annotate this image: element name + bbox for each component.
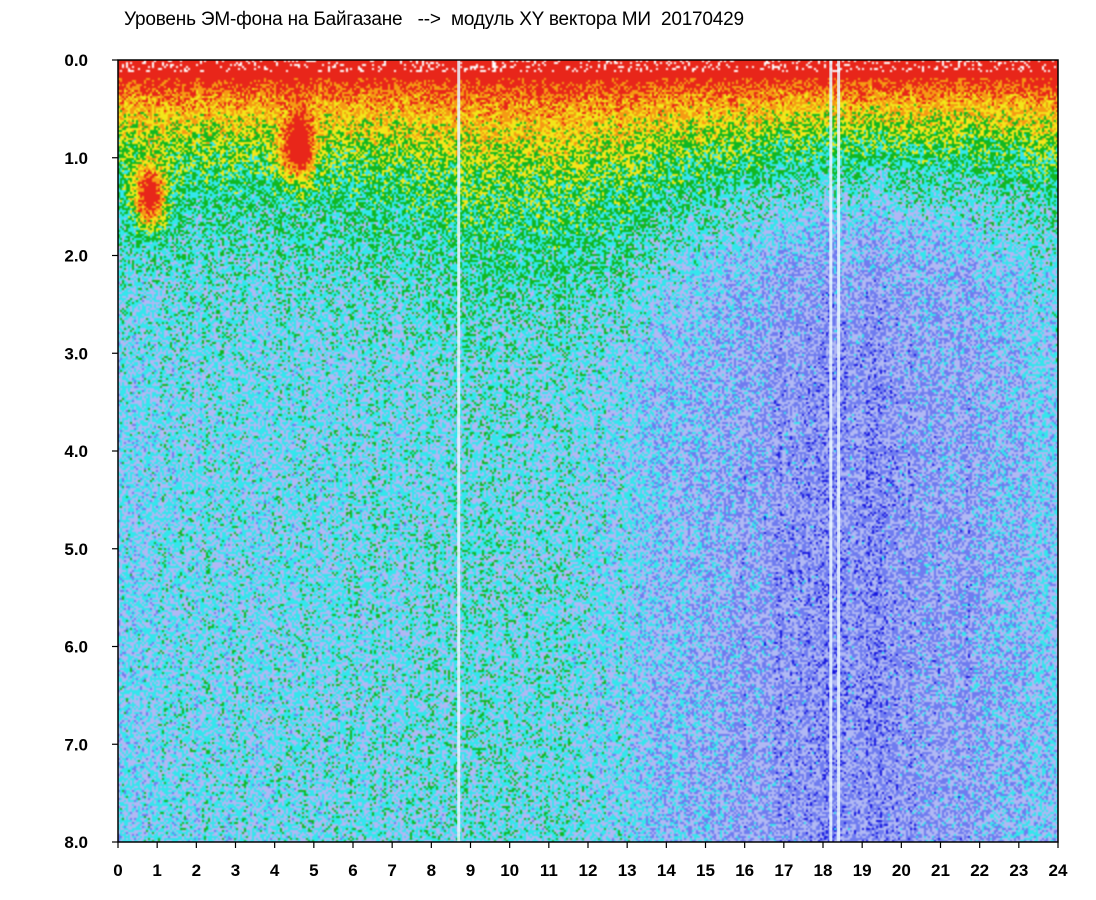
x-tick-label: 14 [657, 861, 676, 880]
data-gap-streak [829, 60, 833, 842]
x-tick-label: 17 [774, 861, 793, 880]
y-tick-label: 4.0 [64, 442, 88, 461]
y-axis: 0.0 1.0 2.0 3.0 4.0 5.0 6.0 7.0 8.0 [64, 51, 118, 852]
x-tick-label: 23 [1009, 861, 1028, 880]
data-gap-streak [457, 60, 461, 842]
x-tick-label: 5 [309, 861, 318, 880]
x-tick-label: 18 [814, 861, 833, 880]
x-tick-label: 2 [192, 861, 201, 880]
x-tick-label: 10 [500, 861, 519, 880]
y-tick-label: 5.0 [64, 540, 88, 559]
x-tick-label: 19 [853, 861, 872, 880]
y-tick-label: 1.0 [64, 149, 88, 168]
x-axis: 0 1 2 3 4 5 6 7 8 9 10 11 12 13 14 15 16 17 18 19 20 21 22 23 24 [113, 842, 1068, 880]
x-tick-label: 24 [1049, 861, 1068, 880]
y-tick-label: 8.0 [64, 833, 88, 852]
gap-layer [457, 60, 841, 842]
x-tick-label: 22 [970, 861, 989, 880]
x-tick-label: 20 [892, 861, 911, 880]
data-gap-streak [837, 60, 841, 842]
y-tick-label: 2.0 [64, 247, 88, 266]
y-tick-label: 6.0 [64, 638, 88, 657]
x-tick-label: 7 [387, 861, 396, 880]
y-tick-label: 3.0 [64, 344, 88, 363]
x-tick-label: 12 [579, 861, 598, 880]
x-tick-label: 9 [466, 861, 475, 880]
x-tick-label: 15 [696, 861, 715, 880]
x-tick-label: 8 [427, 861, 436, 880]
x-tick-label: 0 [113, 861, 122, 880]
x-tick-label: 6 [348, 861, 357, 880]
x-tick-label: 11 [540, 861, 558, 880]
x-tick-label: 3 [231, 861, 240, 880]
x-tick-label: 1 [152, 861, 161, 880]
x-tick-label: 4 [270, 861, 280, 880]
chart-title: Уровень ЭМ-фона на Байгазане --> модуль … [124, 9, 744, 30]
heatmap-image [118, 60, 1058, 842]
x-tick-label: 16 [735, 861, 754, 880]
x-tick-label: 21 [931, 861, 950, 880]
x-tick-label: 13 [618, 861, 637, 880]
y-tick-label: 7.0 [64, 735, 88, 754]
y-tick-label: 0.0 [64, 51, 88, 70]
